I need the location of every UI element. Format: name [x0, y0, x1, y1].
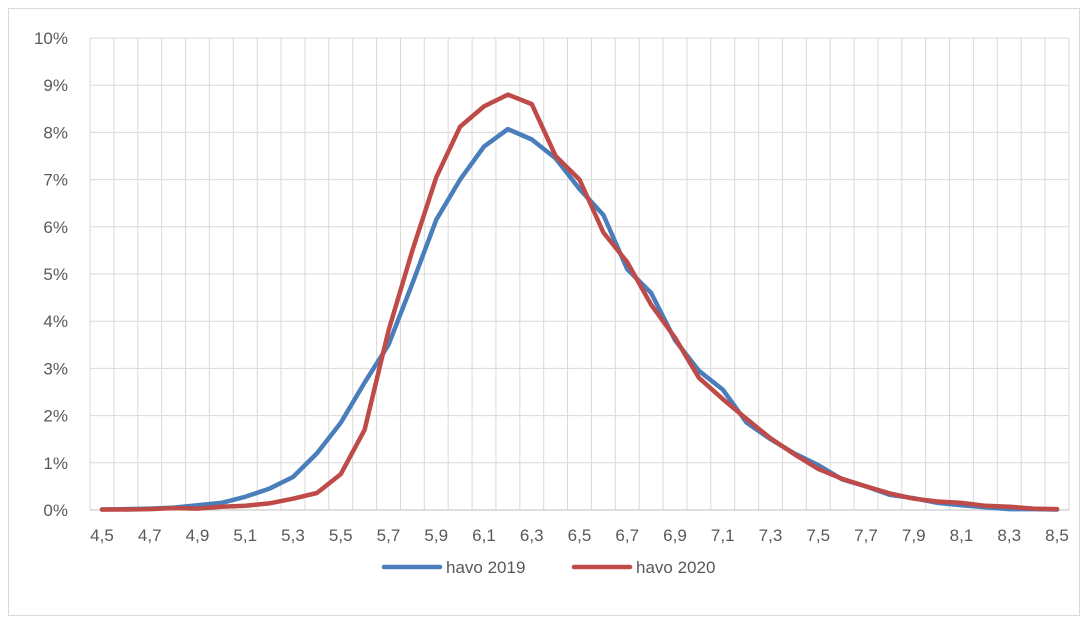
x-tick-label: 7,9 [902, 526, 926, 545]
series-lines [99, 92, 1060, 512]
y-tick-label: 10% [34, 29, 68, 48]
y-tick-label: 8% [43, 123, 68, 142]
y-tick-label: 1% [43, 454, 68, 473]
y-tick-label: 3% [43, 359, 68, 378]
gridlines [89, 37, 1070, 510]
y-tick-label: 9% [43, 76, 68, 95]
x-axis-ticks: 4,5 4,7 4,9 5,1 5,3 5,5 5,7 5,9 6,1 6,3 6,5 6,7 6,9 7… [90, 526, 1069, 545]
legend-label: havo 2019 [446, 558, 525, 577]
x-tick-label: 4,7 [138, 526, 162, 545]
x-tick-label: 5,3 [281, 526, 305, 545]
legend-label: havo 2020 [636, 558, 715, 577]
x-tick-label: 5,1 [233, 526, 257, 545]
x-tick-label: 6,9 [663, 526, 687, 545]
series-line-havo-2020 [99, 92, 1060, 512]
x-tick-label: 8,1 [950, 526, 974, 545]
x-tick-label: 4,5 [90, 526, 114, 545]
x-tick-label: 5,5 [329, 526, 353, 545]
x-tick-label: 6,7 [615, 526, 639, 545]
y-tick-label: 4% [43, 312, 68, 331]
x-tick-label: 6,3 [520, 526, 544, 545]
x-tick-label: 4,9 [186, 526, 210, 545]
y-tick-label: 0% [43, 501, 68, 520]
x-tick-label: 6,1 [472, 526, 496, 545]
x-tick-label: 8,3 [997, 526, 1021, 545]
y-tick-label: 7% [43, 171, 68, 190]
x-tick-label: 7,7 [854, 526, 878, 545]
x-tick-label: 6,5 [568, 526, 592, 545]
x-tick-label: 5,7 [377, 526, 401, 545]
y-axis-ticks: 0% 1% 2% 3% 4% 5% 6% 7% 8% 9% 10% [34, 29, 68, 520]
y-tick-label: 5% [43, 265, 68, 284]
x-tick-label: 7,1 [711, 526, 735, 545]
legend: havo 2019 havo 2020 [381, 558, 715, 577]
y-tick-label: 2% [43, 407, 68, 426]
series-line-havo-2019 [99, 126, 1060, 512]
y-tick-label: 6% [43, 218, 68, 237]
x-tick-label: 7,3 [759, 526, 783, 545]
x-tick-label: 7,5 [806, 526, 830, 545]
x-tick-label: 5,9 [424, 526, 448, 545]
x-tick-label: 8,5 [1045, 526, 1069, 545]
